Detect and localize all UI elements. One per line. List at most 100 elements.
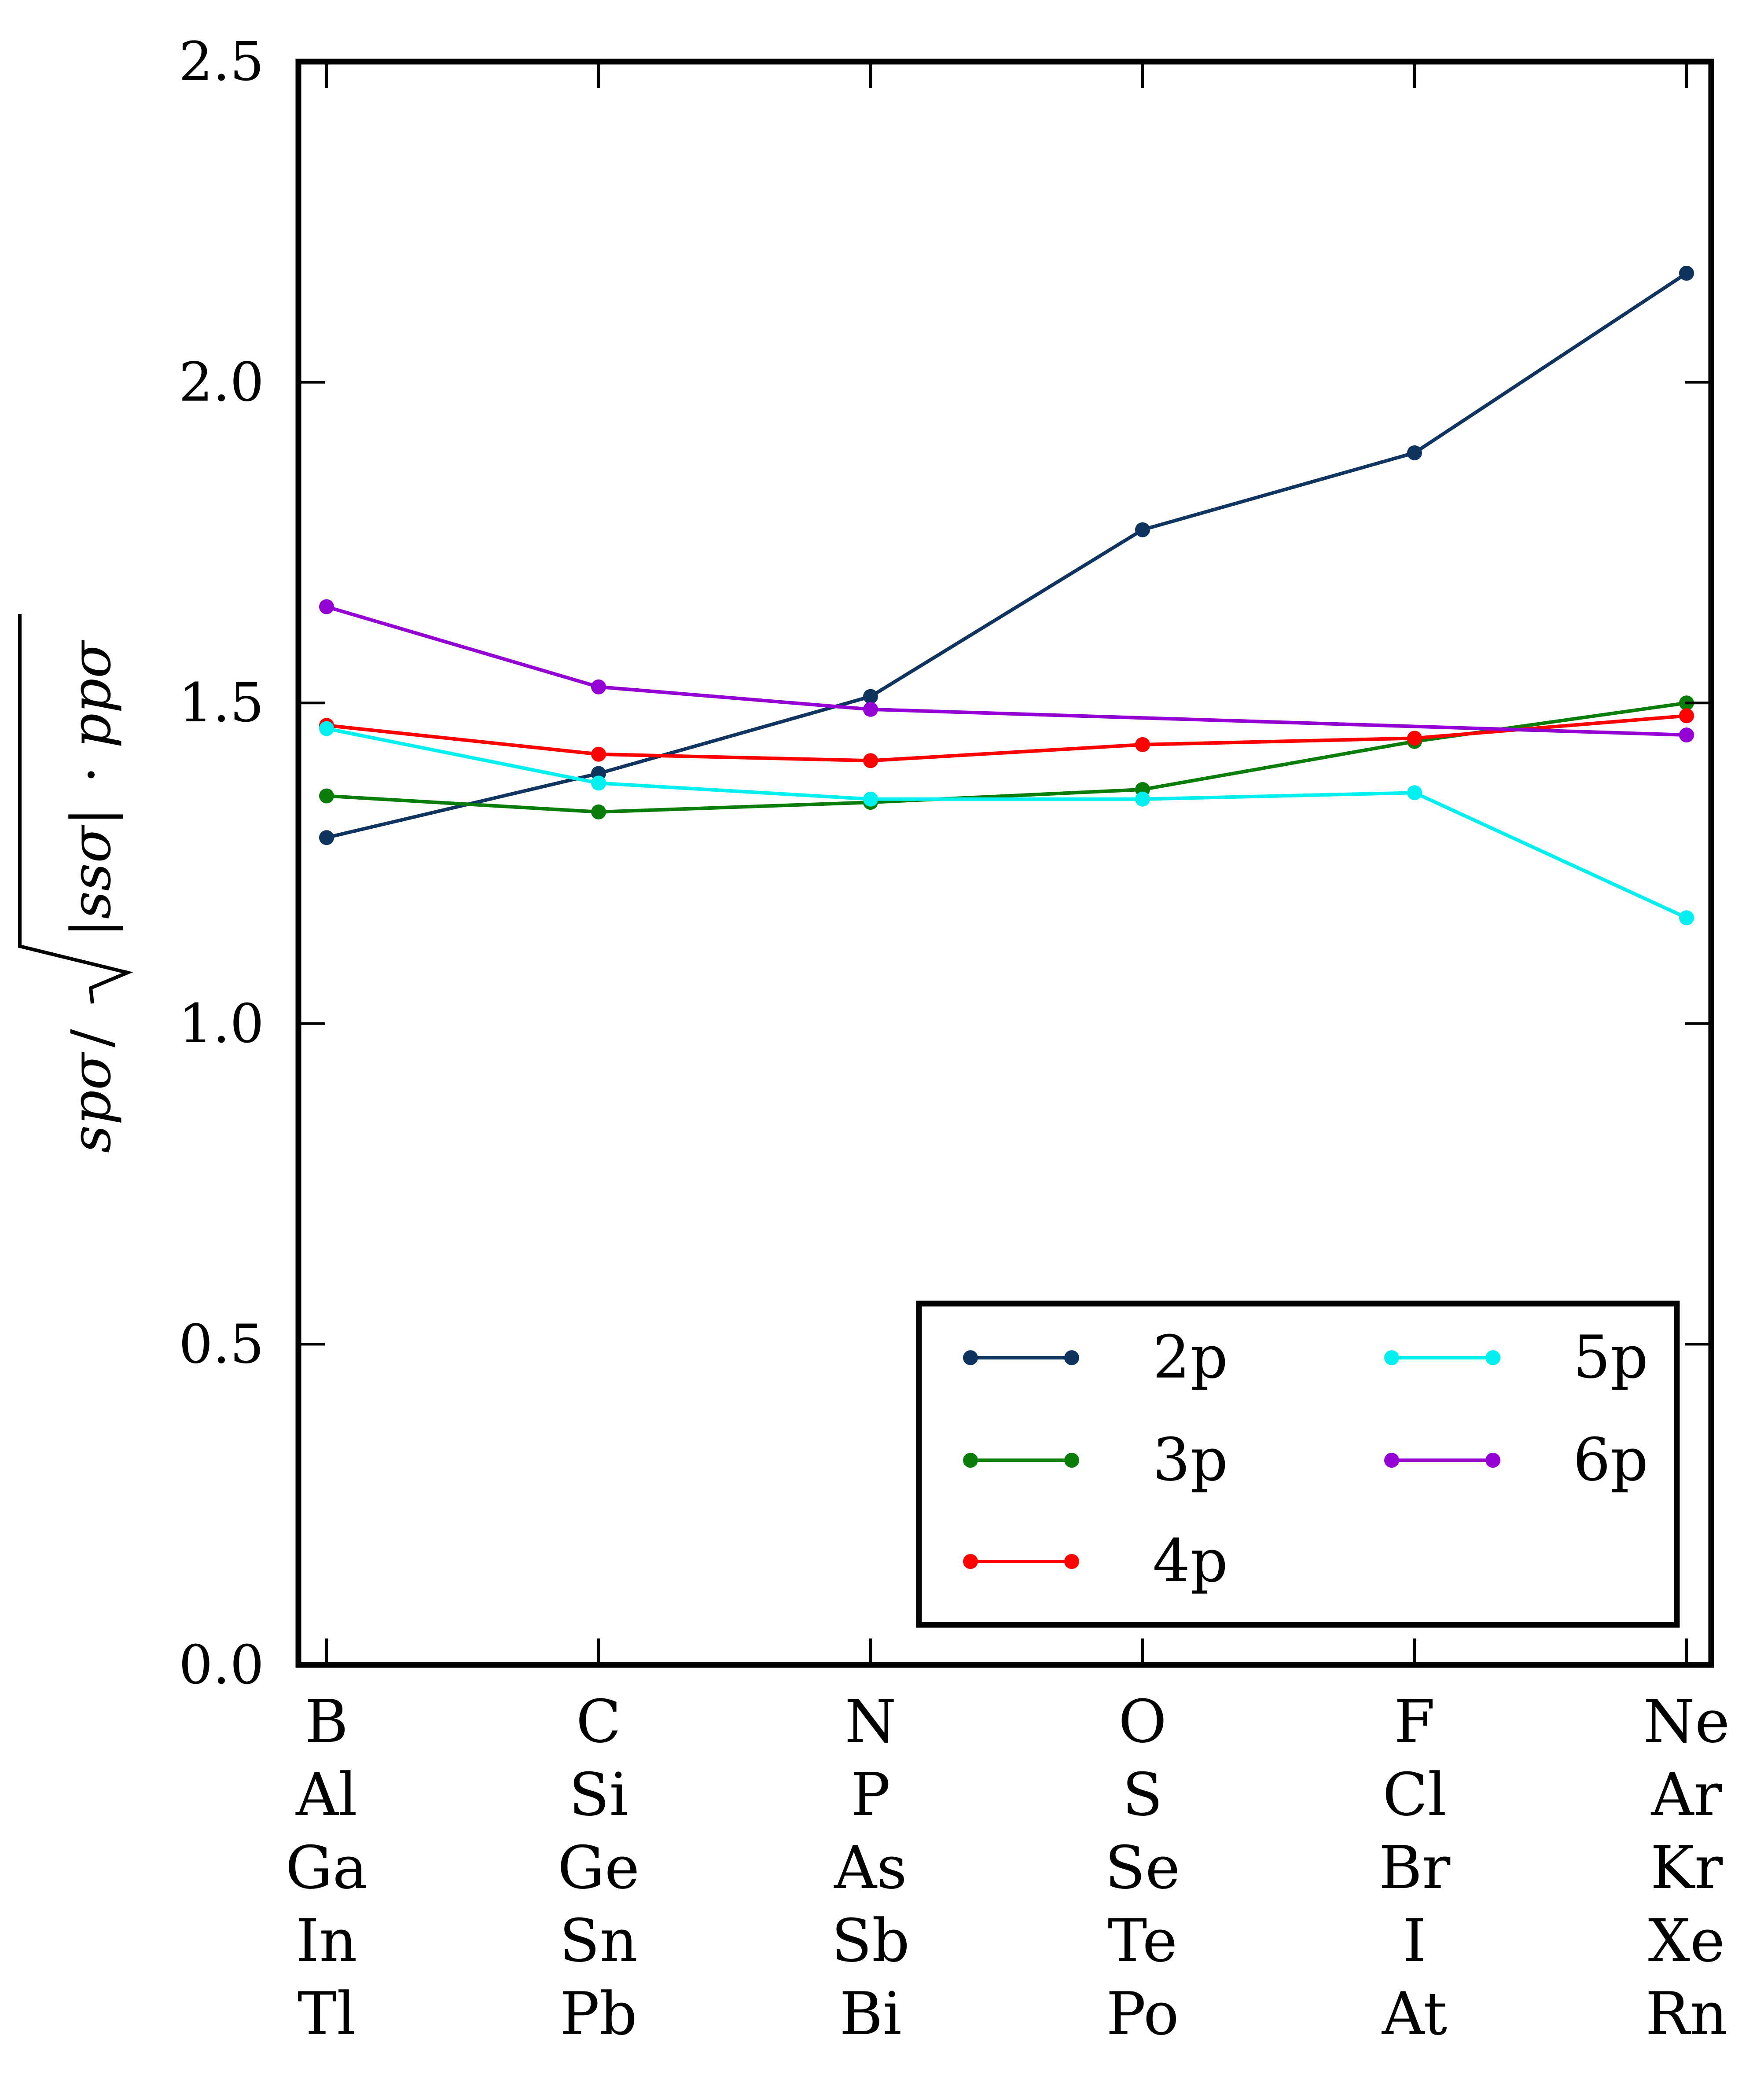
legend-entry-4p: 4p xyxy=(963,1527,1228,1595)
y-axis-label-group: spσ / |ssσ| · ppσ xyxy=(18,614,133,1153)
data-point-5p-1 xyxy=(591,775,606,791)
x-tick-label: C xyxy=(576,1687,621,1756)
x-tick-label: As xyxy=(834,1833,907,1902)
data-point-2p-0 xyxy=(319,830,334,845)
y-axis-label: spσ / |ssσ| · ppσ xyxy=(18,614,133,1153)
legend-entry-3p: 3p xyxy=(963,1425,1228,1494)
series-line-2p xyxy=(326,272,1688,840)
legend: 2p 3p 4p 5p 6p xyxy=(916,1300,1680,1628)
series-line-6p xyxy=(326,605,1687,737)
y-label-rest: ppσ xyxy=(60,639,123,748)
y-label-dot: · xyxy=(60,766,123,783)
x-tick-label: Sn xyxy=(559,1907,638,1975)
data-point-2p-2 xyxy=(863,689,878,704)
series-line-5p xyxy=(326,727,1687,919)
data-point-2p-4 xyxy=(1407,445,1422,460)
x-tick-label: O xyxy=(1118,1687,1167,1756)
y-label-slash: / xyxy=(60,1029,123,1047)
x-tick-label: N xyxy=(845,1687,896,1756)
series-2p xyxy=(319,265,1694,845)
series-line-3p xyxy=(326,701,1687,814)
x-tick-label: At xyxy=(1382,1980,1447,2048)
x-tick-label: Ar xyxy=(1651,1760,1723,1829)
data-point-5p-4 xyxy=(1407,785,1422,801)
data-point-4p-2 xyxy=(863,753,878,768)
legend-entry-2p: 2p xyxy=(963,1323,1228,1392)
x-tick-label: Si xyxy=(569,1760,628,1829)
data-point-4p-1 xyxy=(591,746,606,762)
data-point-4p-3 xyxy=(1135,737,1150,752)
data-point-6p-5 xyxy=(1679,727,1694,743)
legend-marker-6p xyxy=(1485,1453,1500,1468)
data-point-5p-3 xyxy=(1135,791,1150,807)
legend-marker-5p xyxy=(1384,1350,1399,1365)
series-line-4p xyxy=(326,714,1687,763)
data-point-6p-1 xyxy=(591,679,606,694)
data-point-3p-1 xyxy=(591,804,606,819)
data-point-3p-0 xyxy=(319,788,334,804)
x-tick-label: Tl xyxy=(298,1980,356,2048)
plot-frame xyxy=(295,59,1714,1668)
x-tick-label: I xyxy=(1403,1907,1426,1975)
data-point-5p-0 xyxy=(319,721,334,736)
legend-box xyxy=(916,1300,1680,1628)
y-tick-label: 1.0 xyxy=(179,992,264,1055)
legend-entry-5p: 5p xyxy=(1384,1323,1648,1392)
x-tick-label: Bi xyxy=(839,1980,901,2048)
y-tick-label: 1.5 xyxy=(179,672,264,734)
series-6p xyxy=(319,599,1694,743)
x-tick-label: Al xyxy=(295,1760,357,1829)
legend-marker-3p xyxy=(963,1453,978,1468)
x-tick-label: Se xyxy=(1105,1833,1180,1902)
data-point-5p-2 xyxy=(863,791,878,807)
data-point-4p-5 xyxy=(1679,708,1694,724)
x-tick-label: B xyxy=(305,1687,348,1756)
legend-label-6p: 6p xyxy=(1573,1425,1648,1494)
x-tick-label: P xyxy=(851,1760,890,1829)
data-point-2p-3 xyxy=(1135,522,1150,537)
x-tick-label: Ge xyxy=(558,1833,639,1902)
x-tick-label: Br xyxy=(1379,1833,1451,1902)
y-tick-label: 2.5 xyxy=(179,30,264,93)
x-tick-label: Sb xyxy=(831,1907,910,1975)
series-5p xyxy=(319,721,1694,926)
y-label-radicand: |ssσ| xyxy=(60,808,123,937)
legend-marker-3p xyxy=(1064,1453,1079,1468)
legend-marker-2p xyxy=(1064,1350,1079,1365)
data-point-5p-5 xyxy=(1679,910,1694,926)
x-tick-label: Rn xyxy=(1645,1980,1727,2048)
x-tick-label: Ga xyxy=(286,1833,368,1902)
legend-label-2p: 2p xyxy=(1153,1323,1228,1392)
x-tick-label: S xyxy=(1122,1760,1163,1829)
legend-marker-4p xyxy=(963,1554,978,1569)
x-tick-label: Cl xyxy=(1382,1760,1446,1829)
legend-marker-4p xyxy=(1064,1554,1079,1569)
x-tick-label: Ne xyxy=(1643,1687,1730,1756)
x-tick-label: Pb xyxy=(560,1980,637,2048)
data-point-2p-5 xyxy=(1679,265,1694,281)
y-tick-label: 0.5 xyxy=(179,1313,264,1375)
y-tick-label: 0.0 xyxy=(179,1634,264,1696)
legend-label-3p: 3p xyxy=(1153,1425,1228,1494)
legend-marker-6p xyxy=(1384,1453,1399,1468)
y-label-numerator: spσ xyxy=(60,1051,123,1153)
y-axis: 0.0 0.5 1.0 1.5 2.0 2.5 xyxy=(179,30,1711,1696)
data-point-6p-0 xyxy=(319,599,334,614)
data-point-4p-4 xyxy=(1407,731,1422,746)
series-4p xyxy=(319,708,1694,768)
x-tick-label: Xe xyxy=(1648,1907,1725,1975)
data-point-6p-2 xyxy=(863,702,878,717)
legend-marker-2p xyxy=(963,1350,978,1365)
x-tick-label: In xyxy=(296,1907,357,1975)
legend-marker-5p xyxy=(1485,1350,1500,1365)
x-tick-label: Te xyxy=(1108,1907,1177,1975)
x-tick-label: Po xyxy=(1106,1980,1179,2048)
legend-label-5p: 5p xyxy=(1573,1323,1648,1392)
legend-entry-6p: 6p xyxy=(1384,1425,1648,1494)
x-tick-label: Kr xyxy=(1650,1833,1723,1902)
y-tick-label: 2.0 xyxy=(179,351,264,414)
legend-label-4p: 4p xyxy=(1153,1527,1228,1595)
